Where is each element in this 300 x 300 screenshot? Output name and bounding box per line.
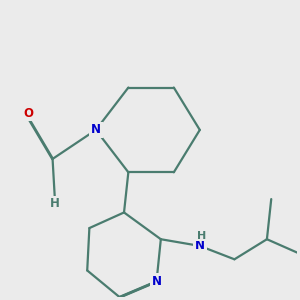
Text: O: O (24, 107, 34, 120)
Text: N: N (91, 123, 101, 136)
Text: H: H (50, 197, 60, 210)
Text: N: N (152, 275, 161, 288)
Text: N: N (195, 239, 205, 252)
Text: H: H (196, 231, 206, 241)
